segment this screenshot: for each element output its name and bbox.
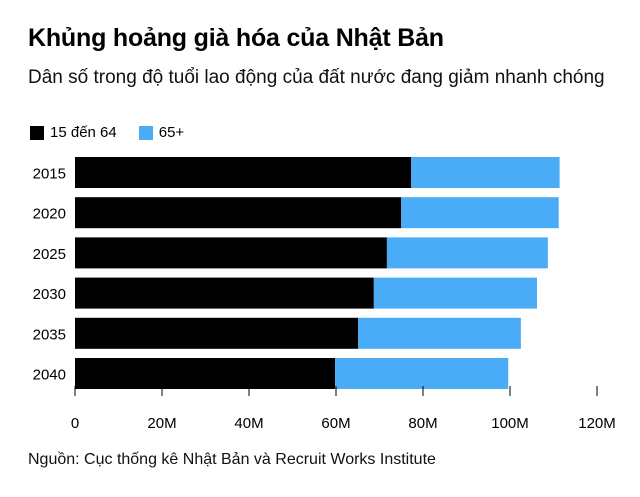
y-tick-label-2020: 2020 bbox=[33, 206, 66, 223]
bar-2015-elderly bbox=[411, 157, 560, 188]
legend-item-elderly: 65+ bbox=[138, 124, 185, 141]
y-tick-label-2040: 2040 bbox=[33, 367, 66, 384]
x-tick-label-1: 20M bbox=[147, 415, 176, 432]
bar-2030-working-age bbox=[75, 277, 374, 309]
x-tick-label-0: 0 bbox=[71, 415, 79, 432]
legend-label-elderly: 65+ bbox=[158, 124, 185, 141]
bar-2035-elderly bbox=[358, 317, 521, 349]
bar-2020-elderly bbox=[401, 197, 559, 229]
legend-label-working-age: 15 đến 64 bbox=[50, 124, 117, 141]
bar-2035-working-age bbox=[75, 317, 359, 349]
bar-2025-elderly bbox=[386, 237, 548, 269]
y-tick-label-2025: 2025 bbox=[33, 246, 66, 263]
legend: 15 đến 64 65+ bbox=[30, 124, 206, 141]
y-tick-label-2015: 2015 bbox=[33, 166, 66, 183]
bar-2015-working-age bbox=[75, 157, 412, 188]
bar-2030-elderly bbox=[373, 277, 537, 309]
bar-2040-elderly bbox=[335, 358, 509, 389]
source-note: Nguồn: Cục thống kê Nhật Bản và Recruit … bbox=[28, 451, 436, 468]
legend-swatch-working-age bbox=[30, 125, 44, 140]
bar-2025-working-age bbox=[75, 237, 387, 269]
y-tick-label-2030: 2030 bbox=[33, 286, 66, 303]
x-tick-label-4: 80M bbox=[408, 415, 437, 432]
x-tick-label-3: 60M bbox=[321, 415, 350, 432]
bar-2020-working-age bbox=[75, 197, 402, 229]
legend-swatch-elderly bbox=[138, 125, 153, 140]
chart-subtitle: Dân số trong độ tuổi lao động của đất nư… bbox=[28, 67, 605, 88]
x-tick-label-2: 40M bbox=[234, 415, 263, 432]
x-tick-label-6: 120M bbox=[578, 415, 616, 432]
x-tick-label-5: 100M bbox=[491, 415, 529, 432]
chart-title: Khủng hoảng già hóa của Nhật Bản bbox=[28, 24, 444, 52]
y-tick-label-2035: 2035 bbox=[33, 326, 66, 343]
bar-2040-working-age bbox=[75, 358, 336, 389]
legend-item-working-age: 15 đến 64 bbox=[30, 124, 117, 141]
